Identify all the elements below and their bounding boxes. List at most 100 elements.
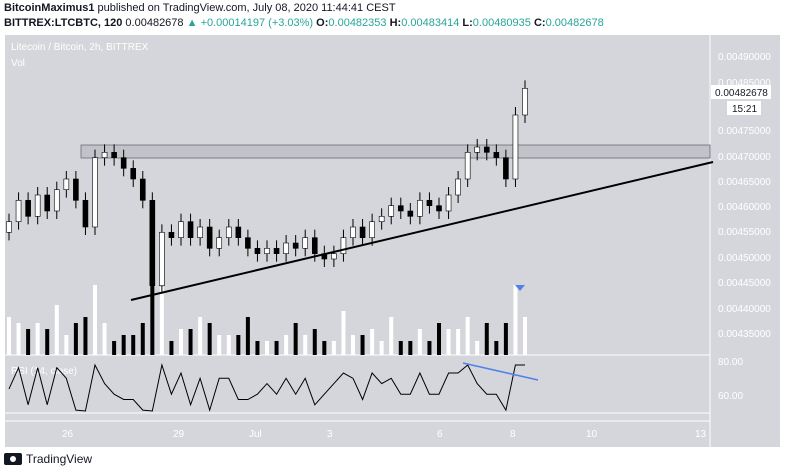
price-tick: 0.00460000 bbox=[718, 202, 771, 213]
volume-bar bbox=[131, 335, 136, 355]
candle bbox=[254, 248, 261, 254]
candle bbox=[6, 221, 12, 233]
volume-bar bbox=[207, 323, 212, 355]
tradingview-logo-icon bbox=[4, 453, 22, 465]
volume-bar bbox=[188, 329, 193, 355]
candle bbox=[302, 237, 309, 249]
candle bbox=[187, 221, 194, 238]
volume-bar bbox=[140, 323, 145, 355]
candle bbox=[483, 146, 490, 153]
volume-bar bbox=[360, 335, 365, 355]
close-label: C: bbox=[533, 17, 546, 29]
ohlc-bar: BITTREX:LTCBTC, 120 0.00482678 ▲ +0.0001… bbox=[4, 17, 604, 29]
price-tick: 0.00445000 bbox=[718, 278, 771, 289]
volume-bar bbox=[150, 285, 155, 355]
candle bbox=[369, 221, 375, 238]
volume-bar bbox=[341, 311, 346, 355]
price-tick: 0.00465000 bbox=[718, 177, 771, 188]
up-arrow-icon: ▲ bbox=[186, 17, 198, 29]
volume-bar bbox=[7, 317, 11, 355]
volume-label: Vol bbox=[11, 58, 25, 69]
candle bbox=[388, 205, 395, 217]
price-chart[interactable]: Litecoin / Bitcoin, 2h, BITTREX Vol RSI … bbox=[5, 35, 780, 447]
down-triangle-icon bbox=[515, 285, 525, 291]
volume-bar bbox=[217, 335, 222, 355]
volume-bar bbox=[303, 335, 308, 355]
candle bbox=[34, 194, 41, 217]
volume-bar bbox=[54, 305, 59, 355]
tradingview-footer[interactable]: TradingView bbox=[4, 452, 92, 466]
ascending-trendline[interactable] bbox=[130, 161, 714, 301]
price-tick: 0.00455000 bbox=[718, 227, 771, 238]
volume-bar bbox=[255, 341, 260, 355]
candle bbox=[397, 205, 404, 212]
high-value: 0.00483414 bbox=[401, 17, 460, 29]
rsi-divergence-line[interactable] bbox=[462, 362, 539, 381]
volume-bar bbox=[35, 323, 40, 355]
time-tick: 26 bbox=[62, 429, 74, 440]
candle bbox=[178, 221, 184, 238]
volume-bar bbox=[45, 329, 50, 355]
rsi-line bbox=[8, 363, 525, 412]
time-axis[interactable]: 26 29 Jul 3 6 8 10 13 bbox=[62, 429, 707, 440]
price-axis[interactable]: 0.00490000 0.00485000 0.00475000 0.00470… bbox=[718, 52, 771, 402]
candle bbox=[426, 200, 433, 206]
resistance-zone[interactable] bbox=[80, 144, 711, 159]
volume-bar bbox=[236, 335, 241, 355]
candle bbox=[235, 226, 242, 238]
time-tick: 10 bbox=[586, 429, 598, 440]
volume-bar bbox=[475, 341, 480, 355]
volume-bar bbox=[398, 341, 403, 355]
candle bbox=[130, 168, 137, 180]
low-label: L: bbox=[462, 17, 473, 29]
publish-date: published on TradingView.com, July 08, 2… bbox=[97, 2, 396, 14]
low-value: 0.00480935 bbox=[472, 17, 531, 29]
volume-bar bbox=[379, 341, 384, 355]
chart-title: Litecoin / Bitcoin, 2h, BITTREX bbox=[11, 42, 149, 53]
candle bbox=[15, 200, 22, 222]
candle bbox=[522, 88, 528, 116]
candle bbox=[493, 152, 500, 158]
candle bbox=[225, 226, 232, 238]
time-tick: 13 bbox=[695, 429, 707, 440]
publish-info: BitcoinMaximus1 published on TradingView… bbox=[4, 2, 396, 14]
close-value: 0.00482678 bbox=[545, 17, 604, 29]
candle bbox=[350, 226, 356, 238]
candle bbox=[101, 152, 108, 158]
volume-bar bbox=[265, 341, 269, 355]
price-tick: 0.00490000 bbox=[718, 52, 771, 63]
candle bbox=[445, 194, 452, 212]
brand-name: TradingView bbox=[26, 452, 93, 466]
volume-bar bbox=[456, 329, 461, 355]
volume-bar bbox=[16, 323, 21, 355]
candles bbox=[6, 80, 528, 294]
candle bbox=[455, 178, 461, 196]
volume-bar bbox=[446, 329, 451, 355]
candle bbox=[25, 200, 31, 217]
price-tick: 0.00440000 bbox=[718, 304, 771, 315]
candle bbox=[503, 157, 509, 180]
current-price-badge bbox=[711, 85, 771, 99]
candle bbox=[283, 242, 289, 254]
candle bbox=[149, 200, 156, 286]
author-name[interactable]: BitcoinMaximus1 bbox=[4, 2, 95, 14]
volume-bar bbox=[513, 285, 518, 355]
rsi-tick: 80.00 bbox=[718, 357, 743, 368]
candle bbox=[73, 178, 79, 201]
volume-bar bbox=[83, 317, 88, 355]
volume-bar bbox=[322, 341, 327, 355]
volume-bar bbox=[73, 323, 78, 355]
volume-bar bbox=[121, 335, 126, 355]
volume-bar bbox=[437, 323, 441, 355]
price-tick: 0.00475000 bbox=[718, 126, 771, 137]
candle bbox=[216, 237, 223, 249]
volume-bar bbox=[370, 329, 375, 355]
candle bbox=[111, 152, 117, 158]
time-tick: 6 bbox=[437, 429, 443, 440]
candle bbox=[407, 210, 414, 217]
candle bbox=[168, 232, 175, 238]
chart-panel[interactable]: Litecoin / Bitcoin, 2h, BITTREX Vol RSI … bbox=[5, 35, 780, 447]
volume-bar bbox=[169, 341, 174, 355]
candle bbox=[206, 226, 213, 249]
rsi-label: RSI (14, close) bbox=[11, 366, 77, 377]
